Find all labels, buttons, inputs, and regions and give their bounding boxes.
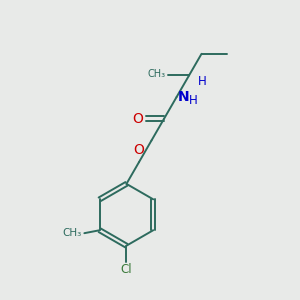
- Text: H: H: [198, 75, 207, 88]
- Text: N: N: [178, 90, 190, 104]
- Text: CH₃: CH₃: [63, 228, 82, 238]
- Text: H: H: [189, 94, 198, 107]
- Text: O: O: [132, 112, 143, 126]
- Text: O: O: [134, 143, 144, 157]
- Text: Cl: Cl: [121, 263, 132, 276]
- Text: CH₃: CH₃: [148, 69, 166, 79]
